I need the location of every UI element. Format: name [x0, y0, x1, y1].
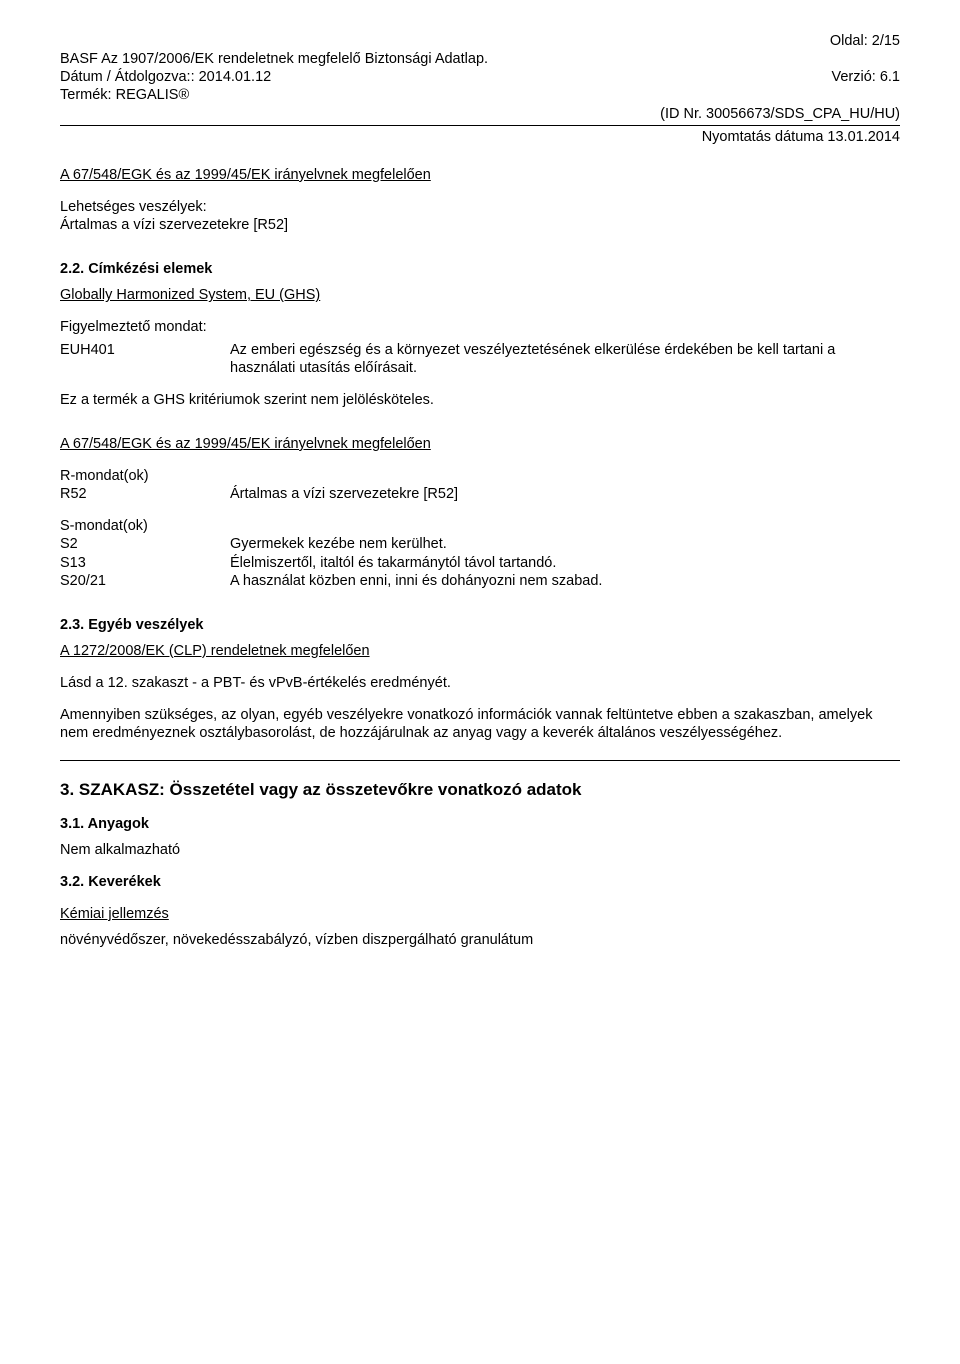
s-phrases-label: S-mondat(ok) [60, 517, 900, 535]
ghs-note: Ez a termék a GHS kritériumok szerint ne… [60, 391, 900, 409]
warning-label: Figyelmeztető mondat: [60, 318, 900, 336]
clp-line: A 1272/2008/EK (CLP) rendeletnek megfele… [60, 642, 900, 660]
section-3-1-heading: 3.1. Anyagok [60, 815, 900, 833]
page-number: Oldal: 2/15 [830, 32, 900, 50]
section-3-2-heading: 3.2. Keverékek [60, 873, 900, 891]
r-phrases-label: R-mondat(ok) [60, 467, 900, 485]
header-date: Dátum / Átdolgozva:: 2014.01.12 [60, 68, 271, 86]
r52-code: R52 [60, 485, 230, 503]
s13-text: Élelmiszertől, italtól és takarmánytól t… [230, 554, 900, 572]
header-print-date: Nyomtatás dátuma 13.01.2014 [60, 128, 900, 146]
possible-hazards-text: Ártalmas a vízi szervezetekre [R52] [60, 216, 900, 234]
chemical-characterization-text: növényvédőszer, növekedésszabályzó, vízb… [60, 931, 900, 949]
chemical-characterization-label: Kémiai jellemzés [60, 905, 900, 923]
s2-text: Gyermekek kezébe nem kerülhet. [230, 535, 900, 553]
s13-code: S13 [60, 554, 230, 572]
directive-line-1: A 67/548/EGK és az 1999/45/EK irányelvne… [60, 166, 900, 184]
ghs-line: Globally Harmonized System, EU (GHS) [60, 286, 900, 304]
euh401-code: EUH401 [60, 341, 230, 377]
r52-text: Ártalmas a vízi szervezetekre [R52] [230, 485, 900, 503]
euh401-text: Az emberi egészség és a környezet veszél… [230, 341, 900, 377]
s2021-code: S20/21 [60, 572, 230, 590]
s2-code: S2 [60, 535, 230, 553]
possible-hazards-label: Lehetséges veszélyek: [60, 198, 900, 216]
section-2-3-heading: 2.3. Egyéb veszélyek [60, 616, 900, 634]
other-hazards-paragraph: Amennyiben szükséges, az olyan, egyéb ve… [60, 706, 900, 742]
header-product: Termék: REGALIS® [60, 86, 900, 104]
s2021-text: A használat közben enni, inni és dohányo… [230, 572, 900, 590]
header-version: Verzió: 6.1 [831, 68, 900, 86]
see-section-12: Lásd a 12. szakaszt - a PBT- és vPvB-ért… [60, 674, 900, 692]
directive-line-2: A 67/548/EGK és az 1999/45/EK irányelvne… [60, 435, 900, 453]
header-divider [60, 125, 900, 126]
section-3-1-text: Nem alkalmazható [60, 841, 900, 859]
section-2-2-heading: 2.2. Címkézési elemek [60, 260, 900, 278]
header-id: (ID Nr. 30056673/SDS_CPA_HU/HU) [60, 105, 900, 123]
section-divider [60, 760, 900, 761]
section-3-heading: 3. SZAKASZ: Összetétel vagy az összetevő… [60, 779, 900, 800]
header-line1: BASF Az 1907/2006/EK rendeletnek megfele… [60, 50, 900, 68]
